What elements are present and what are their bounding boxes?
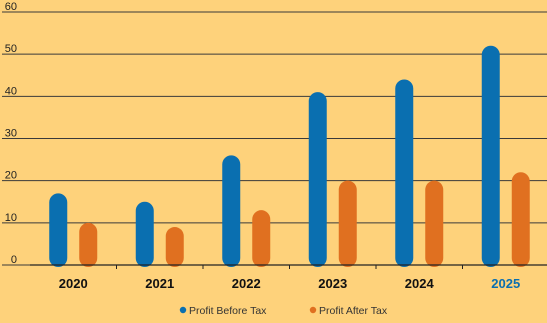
y-tick-label-40: 40 bbox=[5, 85, 17, 97]
x-tick-label-2023: 2023 bbox=[318, 276, 347, 291]
bar-profit-before-tax-2023 bbox=[308, 92, 327, 267]
x-tick-label-2024: 2024 bbox=[405, 276, 435, 291]
y-tick-label-50: 50 bbox=[5, 43, 17, 55]
bar-profit-after-tax-2020 bbox=[79, 222, 98, 267]
bar-profit-after-tax-2023 bbox=[338, 180, 357, 267]
x-axis: 2020 2021 2022 2023 2024 2025 bbox=[30, 264, 547, 291]
bar-layer bbox=[49, 45, 530, 267]
bar-profit-before-tax-2024 bbox=[395, 79, 414, 267]
y-tick-label-30: 30 bbox=[5, 128, 17, 140]
bar-profit-before-tax-2025 bbox=[481, 45, 500, 267]
legend-label-profit-before-tax: Profit Before Tax bbox=[189, 305, 267, 317]
bar-profit-before-tax-2022 bbox=[222, 155, 241, 267]
y-tick-label-0: 0 bbox=[11, 254, 17, 266]
bar-profit-before-tax-2021 bbox=[135, 201, 154, 267]
bar-profit-before-tax-2020 bbox=[49, 193, 68, 267]
x-tick-label-2022: 2022 bbox=[232, 276, 261, 291]
legend-marker-profit-before-tax bbox=[179, 306, 187, 314]
bar-profit-after-tax-2022 bbox=[252, 210, 271, 267]
bar-profit-after-tax-2025 bbox=[511, 172, 530, 267]
x-tick-label-2025: 2025 bbox=[491, 276, 520, 291]
legend-marker-profit-after-tax bbox=[309, 306, 317, 314]
legend: Profit Before Tax Profit After Tax bbox=[179, 305, 388, 317]
grid-layer: 0 10 20 30 40 50 60 bbox=[2, 1, 547, 266]
bar-profit-after-tax-2021 bbox=[165, 227, 184, 267]
legend-label-profit-after-tax: Profit After Tax bbox=[319, 305, 388, 317]
bar-profit-after-tax-2024 bbox=[425, 180, 444, 267]
y-tick-label-10: 10 bbox=[5, 212, 17, 224]
y-tick-label-60: 60 bbox=[5, 1, 17, 13]
x-tick-label-2021: 2021 bbox=[145, 276, 174, 291]
x-tick-label-2020: 2020 bbox=[59, 276, 88, 291]
y-tick-label-20: 20 bbox=[5, 170, 17, 182]
